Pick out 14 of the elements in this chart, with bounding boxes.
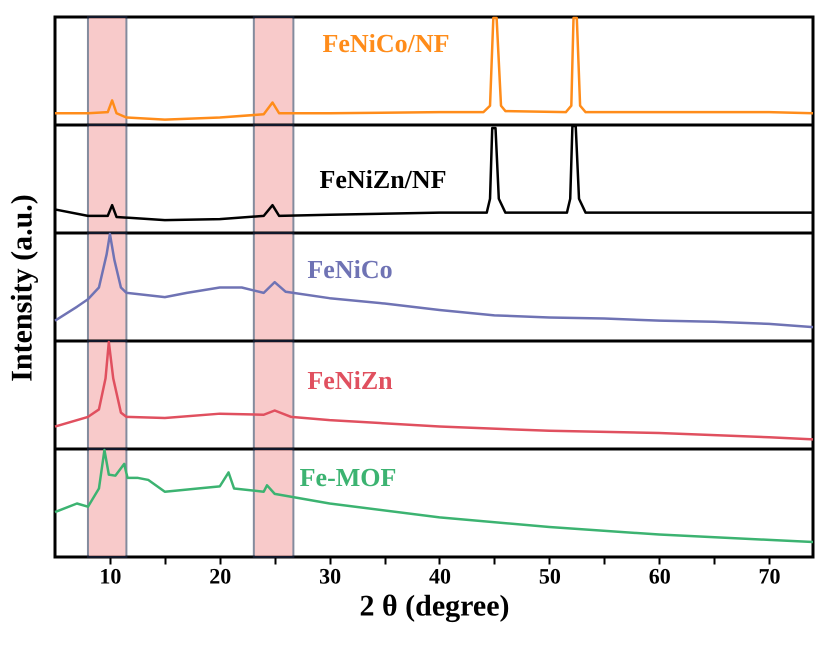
- series-label: FeNiCo/NF: [322, 29, 450, 58]
- x-tick-label: 40: [428, 564, 451, 588]
- x-tick-label: 50: [538, 564, 561, 588]
- series-label: FeNiZn/NF: [319, 165, 447, 194]
- series-label: FeNiCo: [307, 255, 393, 284]
- x-tick-label: 10: [99, 564, 122, 588]
- x-tick-label: 70: [758, 564, 781, 588]
- y-axis-title: Intensity (a.u.): [6, 194, 38, 382]
- series-label: Fe-MOF: [300, 463, 396, 492]
- x-tick-label: 20: [209, 564, 232, 588]
- x-axis-title: 2 θ (degree): [359, 590, 510, 622]
- series-label: FeNiZn: [307, 366, 394, 395]
- x-tick-label: 60: [648, 564, 671, 588]
- x-tick-label: 30: [319, 564, 342, 588]
